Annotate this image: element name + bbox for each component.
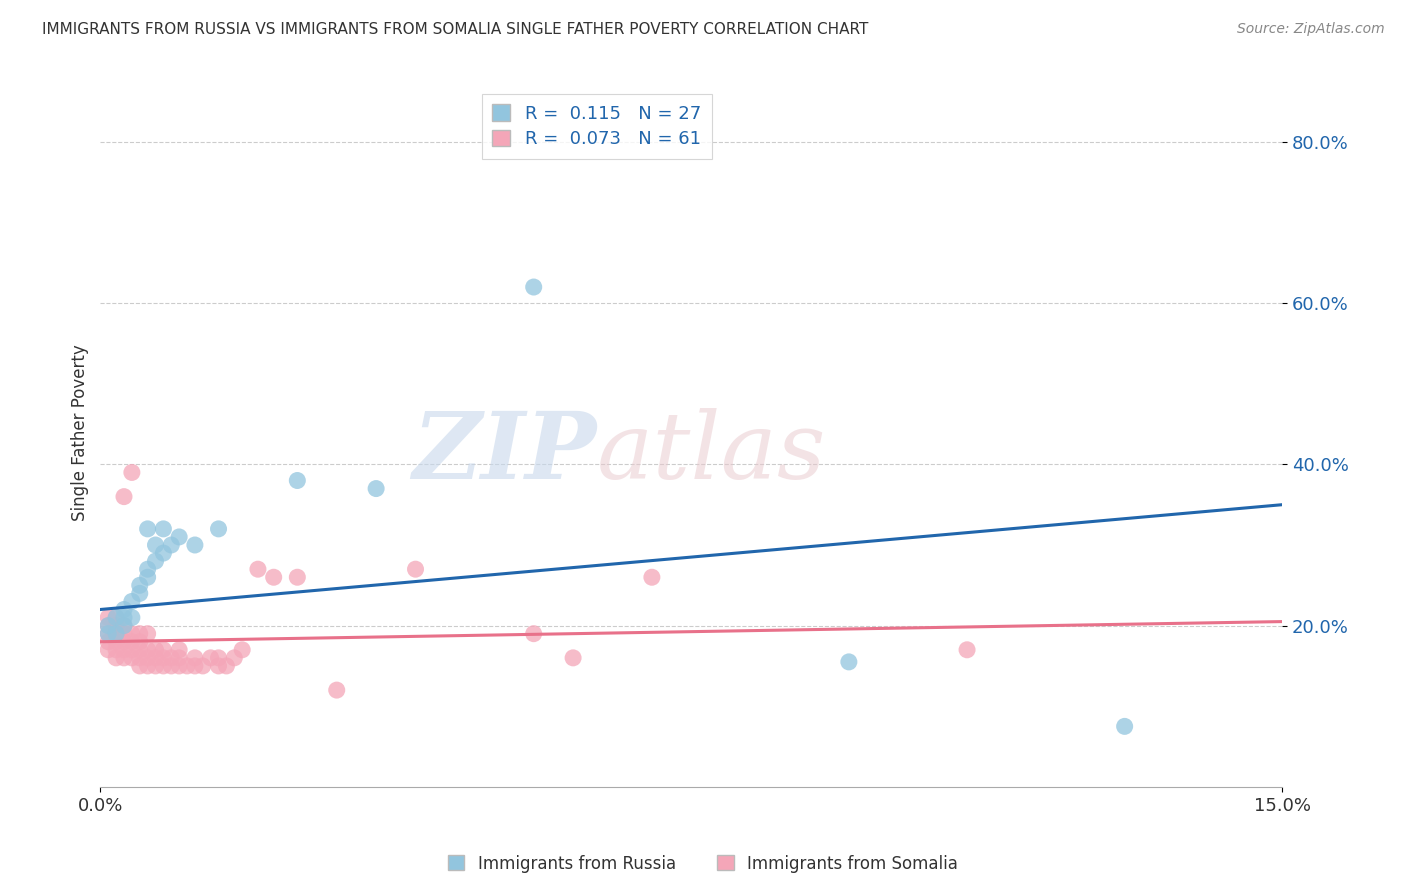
Point — [136, 659, 159, 673]
Point — [152, 546, 174, 560]
Point — [167, 530, 190, 544]
Point — [207, 522, 229, 536]
Point — [136, 570, 159, 584]
Point — [97, 618, 120, 632]
Point — [128, 586, 150, 600]
Point — [207, 651, 229, 665]
Point — [145, 642, 167, 657]
Point — [184, 651, 207, 665]
Point — [152, 659, 174, 673]
Point — [97, 610, 120, 624]
Point — [112, 618, 135, 632]
Point — [145, 554, 167, 568]
Point — [523, 280, 546, 294]
Point — [838, 655, 860, 669]
Point — [112, 642, 135, 657]
Point — [105, 618, 128, 632]
Point — [112, 602, 135, 616]
Point — [97, 626, 120, 640]
Point — [128, 578, 150, 592]
Text: ZIP: ZIP — [412, 409, 596, 499]
Point — [523, 626, 546, 640]
Point — [231, 642, 253, 657]
Point — [184, 659, 207, 673]
Point — [121, 466, 143, 480]
Point — [325, 683, 347, 698]
Point — [105, 634, 128, 648]
Point — [641, 570, 664, 584]
Point — [136, 626, 159, 640]
Point — [136, 642, 159, 657]
Point — [112, 490, 135, 504]
Legend: Immigrants from Russia, Immigrants from Somalia: Immigrants from Russia, Immigrants from … — [441, 848, 965, 880]
Point — [97, 634, 120, 648]
Point — [105, 610, 128, 624]
Point — [112, 610, 135, 624]
Legend: R =  0.115   N = 27, R =  0.073   N = 61: R = 0.115 N = 27, R = 0.073 N = 61 — [481, 94, 711, 159]
Point — [136, 651, 159, 665]
Point — [152, 642, 174, 657]
Point — [263, 570, 285, 584]
Point — [152, 651, 174, 665]
Point — [112, 634, 135, 648]
Point — [167, 642, 190, 657]
Point — [136, 522, 159, 536]
Point — [191, 659, 214, 673]
Point — [562, 651, 585, 665]
Point — [167, 651, 190, 665]
Text: IMMIGRANTS FROM RUSSIA VS IMMIGRANTS FROM SOMALIA SINGLE FATHER POVERTY CORRELAT: IMMIGRANTS FROM RUSSIA VS IMMIGRANTS FRO… — [42, 22, 869, 37]
Point — [215, 659, 238, 673]
Point — [405, 562, 427, 576]
Point — [152, 522, 174, 536]
Point — [121, 610, 143, 624]
Point — [160, 659, 183, 673]
Point — [128, 659, 150, 673]
Point — [105, 626, 128, 640]
Point — [112, 618, 135, 632]
Point — [105, 651, 128, 665]
Point — [97, 626, 120, 640]
Point — [207, 659, 229, 673]
Y-axis label: Single Father Poverty: Single Father Poverty — [72, 343, 89, 521]
Point — [160, 651, 183, 665]
Point — [105, 626, 128, 640]
Point — [105, 642, 128, 657]
Point — [246, 562, 269, 576]
Point — [167, 659, 190, 673]
Point — [121, 651, 143, 665]
Point — [128, 651, 150, 665]
Point — [224, 651, 246, 665]
Point — [97, 642, 120, 657]
Point — [956, 642, 979, 657]
Point — [136, 562, 159, 576]
Point — [128, 642, 150, 657]
Point — [200, 651, 222, 665]
Point — [121, 642, 143, 657]
Point — [105, 610, 128, 624]
Text: atlas: atlas — [596, 409, 827, 499]
Point — [160, 538, 183, 552]
Point — [97, 618, 120, 632]
Point — [112, 626, 135, 640]
Text: Source: ZipAtlas.com: Source: ZipAtlas.com — [1237, 22, 1385, 37]
Point — [121, 634, 143, 648]
Point — [112, 651, 135, 665]
Point — [1114, 719, 1136, 733]
Point — [285, 474, 308, 488]
Point — [128, 634, 150, 648]
Point — [184, 538, 207, 552]
Point — [176, 659, 198, 673]
Point — [366, 482, 388, 496]
Point — [145, 659, 167, 673]
Point — [145, 651, 167, 665]
Point — [128, 626, 150, 640]
Point — [121, 626, 143, 640]
Point — [285, 570, 308, 584]
Point — [145, 538, 167, 552]
Point — [121, 594, 143, 608]
